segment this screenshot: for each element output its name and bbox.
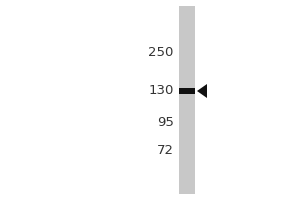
Bar (178, 6, 195, 194)
Text: 95: 95 (157, 116, 173, 130)
Text: 130: 130 (148, 84, 173, 98)
Text: 250: 250 (148, 46, 173, 60)
Text: 72: 72 (157, 144, 173, 158)
Bar (178, 88, 195, 94)
Polygon shape (197, 84, 207, 98)
